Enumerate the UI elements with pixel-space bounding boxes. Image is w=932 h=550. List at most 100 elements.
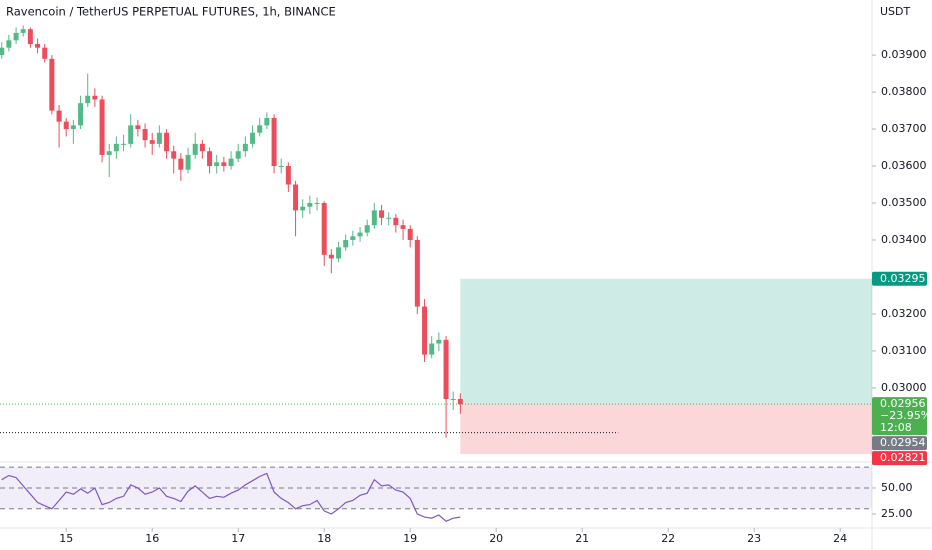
candle-body <box>20 29 26 33</box>
candle-body <box>350 236 356 240</box>
candle-body <box>357 232 363 237</box>
x-tick-label: 21 <box>575 532 589 545</box>
candle-body <box>450 398 456 400</box>
candle-body <box>264 117 270 126</box>
x-tick-label: 15 <box>59 532 73 545</box>
candle-body <box>49 58 55 111</box>
candle-body <box>221 162 227 167</box>
candle-body <box>164 132 170 152</box>
candle-body <box>257 125 263 133</box>
candle-body <box>207 151 213 167</box>
candle-body <box>13 32 19 41</box>
candle-body <box>56 110 62 122</box>
candle-body <box>250 132 256 144</box>
candle-body <box>228 158 234 167</box>
candle-body <box>414 239 420 307</box>
x-tick-label: 23 <box>747 532 761 545</box>
candle-body <box>336 247 342 259</box>
candle-body <box>78 103 84 126</box>
candle-body <box>293 184 299 211</box>
candle-body <box>142 129 148 141</box>
candle-body <box>242 143 248 152</box>
price-label-box <box>872 451 927 466</box>
candle-body <box>386 217 392 219</box>
y-axis-label: USDT <box>880 5 911 18</box>
candle-body <box>6 40 12 48</box>
price-label-sub: 12:08 <box>880 421 912 434</box>
rsi-tick-label: 50.00 <box>881 481 913 494</box>
candle-body <box>214 162 220 167</box>
price-label: 0.02954 <box>880 436 926 449</box>
candle-body <box>400 225 406 229</box>
candle-body <box>328 254 334 259</box>
y-tick-label: 0.03800 <box>881 85 927 98</box>
x-tick-label: 16 <box>145 532 159 545</box>
candle-body <box>407 228 413 240</box>
candle-body <box>429 343 435 355</box>
candle-body <box>99 99 105 155</box>
candle-body <box>393 217 399 226</box>
x-tick-label: 20 <box>489 532 503 545</box>
rsi-line <box>1 472 461 523</box>
candle-body <box>135 125 141 130</box>
candle-body <box>307 203 313 207</box>
candle-body <box>106 151 112 155</box>
candle-body <box>0 47 5 56</box>
price-label: 0.02821 <box>880 451 926 464</box>
candle-body <box>192 143 198 155</box>
rsi-tick-label: 25.00 <box>881 507 913 520</box>
stop-zone <box>460 404 872 455</box>
candle-body <box>85 95 91 104</box>
candle-body <box>128 125 134 144</box>
chart-title: Ravencoin / TetherUS PERPETUAL FUTURES, … <box>6 5 336 19</box>
candle-body <box>436 339 442 344</box>
candle-body <box>70 125 76 130</box>
candle-body <box>314 203 320 205</box>
candle-body <box>235 151 241 159</box>
candle-body <box>443 339 449 399</box>
y-tick-label: 0.03600 <box>881 159 927 172</box>
x-tick-label: 24 <box>833 532 847 545</box>
candle-body <box>156 132 162 144</box>
candle-body <box>457 398 463 405</box>
candle-body <box>271 117 277 167</box>
candle-body <box>113 143 119 152</box>
candle-body <box>178 158 184 170</box>
price-label: 0.03295 <box>880 272 926 285</box>
y-tick-label: 0.03100 <box>881 344 927 357</box>
y-tick-label: 0.03400 <box>881 233 927 246</box>
y-tick-label: 0.03200 <box>881 307 927 320</box>
candle-body <box>379 210 385 218</box>
candle-body <box>149 140 155 144</box>
x-tick-label: 18 <box>317 532 331 545</box>
candle-body <box>42 47 48 59</box>
candle-body <box>321 203 327 255</box>
candle-body <box>185 154 191 170</box>
price-label: 0.02956 <box>880 397 926 410</box>
target-zone <box>460 278 872 405</box>
y-tick-label: 0.03700 <box>881 122 927 135</box>
y-tick-label: 0.03000 <box>881 381 927 394</box>
y-tick-label: 0.03500 <box>881 196 927 209</box>
candle-body <box>171 151 177 159</box>
y-tick-label: 0.03900 <box>881 48 927 61</box>
candle-body <box>27 29 33 45</box>
candle-body <box>92 95 98 100</box>
candle-body <box>63 121 69 130</box>
x-tick-label: 22 <box>661 532 675 545</box>
candle-body <box>121 143 127 145</box>
candle-body <box>364 225 370 233</box>
candle-body <box>285 166 291 185</box>
candle-body <box>371 210 377 226</box>
x-tick-label: 17 <box>231 532 245 545</box>
candle-body <box>199 143 205 152</box>
price-label-sub: −23.95% <box>880 409 931 422</box>
x-tick-label: 19 <box>403 532 417 545</box>
candle-body <box>35 44 41 48</box>
price-label-box <box>872 397 927 436</box>
candle-body <box>422 306 428 355</box>
candle-body <box>278 166 284 168</box>
price-label-box <box>872 436 927 451</box>
